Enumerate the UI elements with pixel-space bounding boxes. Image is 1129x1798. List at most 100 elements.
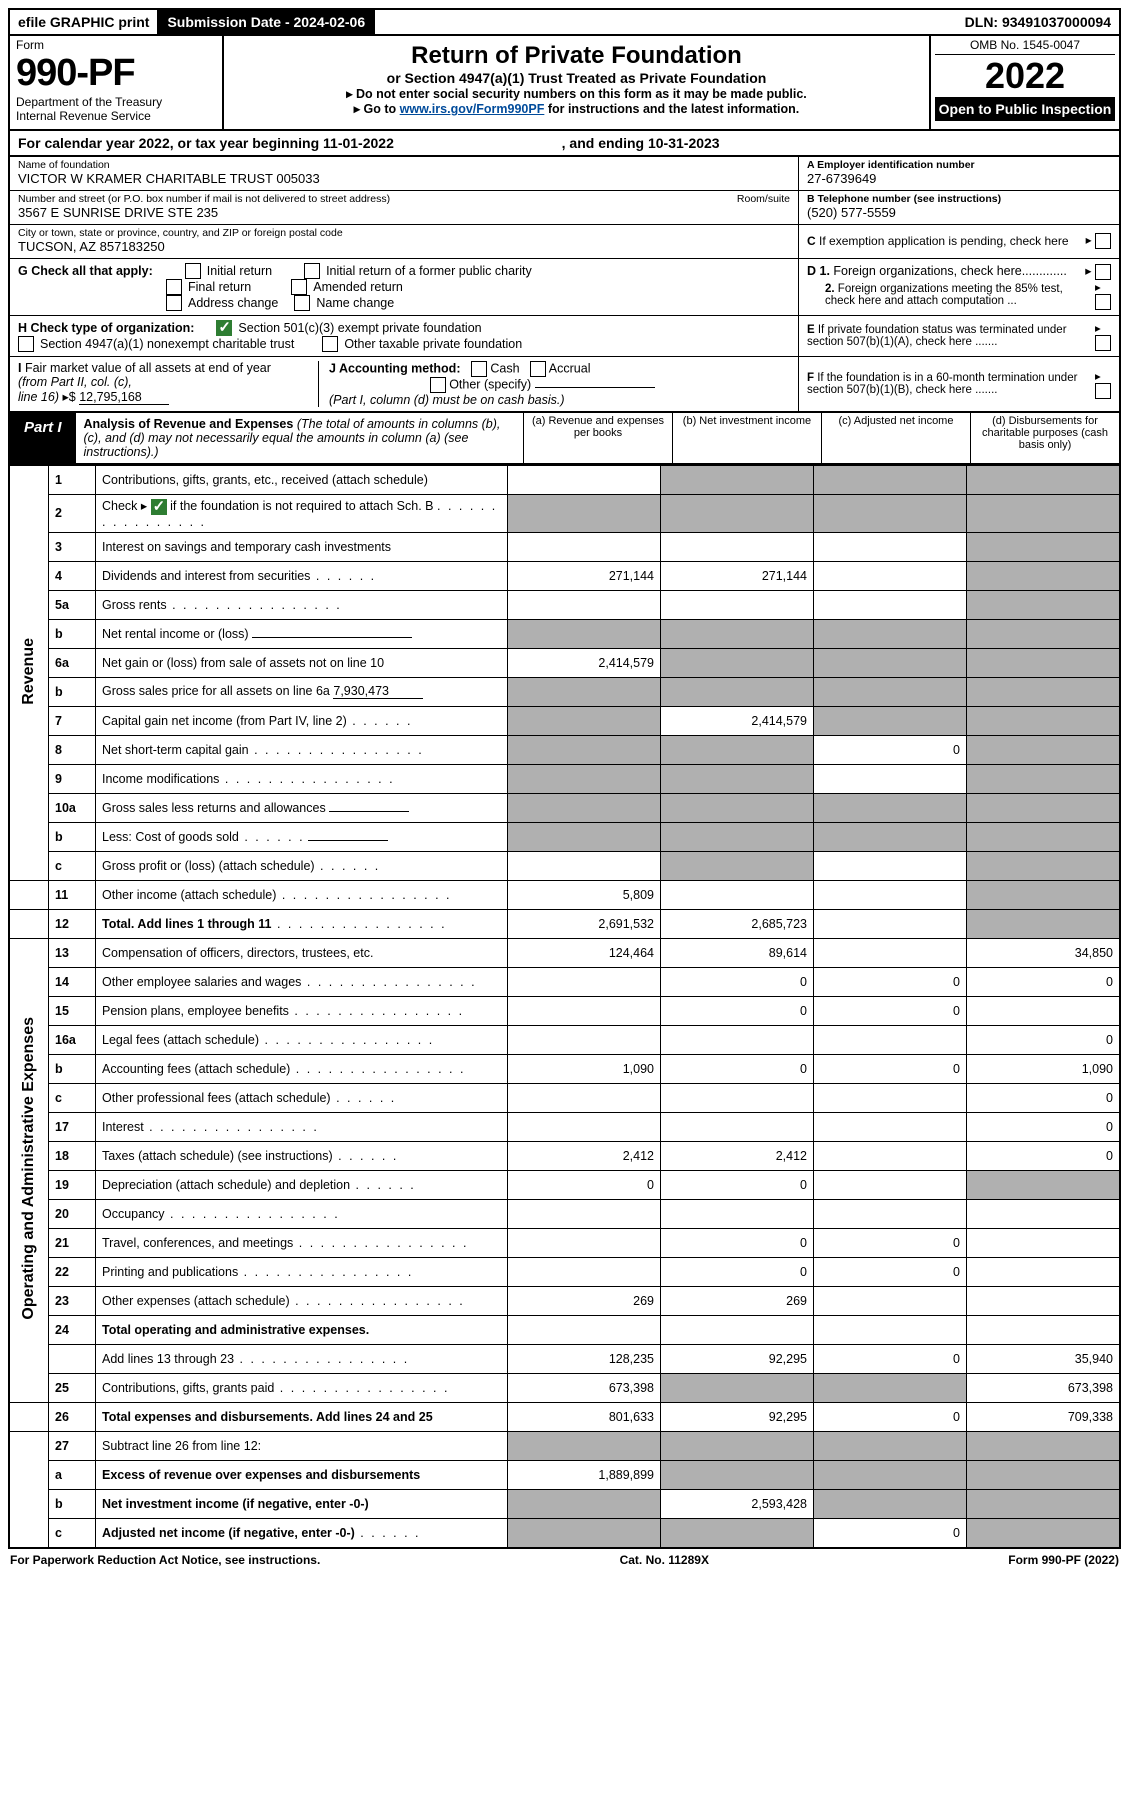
opt-initial: Initial return	[207, 264, 272, 278]
header-right: OMB No. 1545-0047 2022 Open to Public In…	[931, 36, 1119, 129]
checkbox-f[interactable]	[1095, 383, 1111, 399]
desc-13: Compensation of officers, directors, tru…	[96, 938, 508, 967]
header-left: Form 990-PF Department of the Treasury I…	[10, 36, 224, 129]
v24b: 92,295	[661, 1344, 814, 1373]
v27aa: 1,889,899	[508, 1460, 661, 1489]
row-16c: cOther professional fees (attach schedul…	[9, 1083, 1120, 1112]
checkbox-initial-former[interactable]	[304, 263, 320, 279]
checkbox-d1[interactable]	[1095, 264, 1111, 280]
tel-label: B Telephone number (see instructions)	[807, 193, 1001, 205]
desc-8: Net short-term capital gain	[102, 743, 249, 757]
v15c: 0	[814, 996, 967, 1025]
v6aa: 2,414,579	[508, 648, 661, 677]
header-mid: Return of Private Foundation or Section …	[224, 36, 931, 129]
city-cell: City or town, state or province, country…	[10, 225, 799, 259]
v16bc: 0	[814, 1054, 967, 1083]
checkbox-501c3[interactable]	[216, 320, 232, 336]
form-title: Return of Private Foundation	[230, 42, 923, 70]
v19b: 0	[661, 1170, 814, 1199]
revenue-sidelabel: Revenue	[9, 466, 49, 881]
ln-1: 1	[49, 466, 96, 495]
checkbox-address[interactable]	[166, 295, 182, 311]
row-27c: cAdjusted net income (if negative, enter…	[9, 1518, 1120, 1548]
checkbox-amended[interactable]	[291, 279, 307, 295]
v7b: 2,414,579	[661, 706, 814, 735]
addr-label: Number and street (or P.O. box number if…	[18, 193, 390, 205]
foundation-name: VICTOR W KRAMER CHARITABLE TRUST 005033	[18, 171, 790, 186]
checkbox-other-taxable[interactable]	[322, 336, 338, 352]
v13b: 89,614	[661, 938, 814, 967]
row-2: 2 Check ▸ if the foundation is not requi…	[9, 495, 1120, 533]
row-11: 11Other income (attach schedule)5,809	[9, 880, 1120, 909]
topbar: efile GRAPHIC print Submission Date - 20…	[8, 8, 1121, 36]
desc-24: Total operating and administrative expen…	[102, 1323, 369, 1337]
checkbox-schb[interactable]	[151, 499, 167, 515]
ein-value: 27-6739649	[807, 171, 1111, 186]
form-note1: ▸ Do not enter social security numbers o…	[230, 86, 923, 101]
c-cell: C C If exemption application is pending,…	[799, 225, 1119, 259]
checkbox-c[interactable]	[1095, 233, 1111, 249]
fmv-value: 12,795,168	[79, 390, 169, 405]
calbar-begin: 11-01-2022	[323, 135, 394, 151]
checkbox-cash[interactable]	[471, 361, 487, 377]
v24a: 128,235	[508, 1344, 661, 1373]
opt-other-taxable: Other taxable private foundation	[344, 337, 522, 351]
checkbox-final[interactable]	[166, 279, 182, 295]
opex-sidelabel: Operating and Administrative Expenses	[9, 938, 49, 1402]
v26a: 801,633	[508, 1402, 661, 1431]
v1a	[508, 466, 661, 495]
desc-15: Pension plans, employee benefits	[102, 1004, 289, 1018]
opt-501c3: Section 501(c)(3) exempt private foundat…	[238, 321, 481, 335]
part1-header: Part I Analysis of Revenue and Expenses …	[8, 413, 1121, 465]
row-27b: bNet investment income (if negative, ent…	[9, 1489, 1120, 1518]
checkbox-other-method[interactable]	[430, 377, 446, 393]
row-24s: Add lines 13 through 23128,23592,295035,…	[9, 1344, 1120, 1373]
note2-pre: ▸ Go to	[354, 102, 400, 116]
v22c: 0	[814, 1257, 967, 1286]
v4a: 271,144	[508, 561, 661, 590]
desc-22: Printing and publications	[102, 1265, 238, 1279]
desc-7: Capital gain net income (from Part IV, l…	[102, 714, 347, 728]
v27cc: 0	[814, 1518, 967, 1548]
col-a-head: (a) Revenue and expenses per books	[524, 413, 673, 463]
checkbox-d2[interactable]	[1095, 294, 1111, 310]
checkbox-4947[interactable]	[18, 336, 34, 352]
desc-20: Occupancy	[102, 1207, 165, 1221]
v26d: 709,338	[967, 1402, 1121, 1431]
note2-post: for instructions and the latest informat…	[548, 102, 799, 116]
desc-4: Dividends and interest from securities	[102, 569, 310, 583]
desc-25: Contributions, gifts, grants paid	[102, 1381, 274, 1395]
checkbox-initial[interactable]	[185, 263, 201, 279]
v27bb: 2,593,428	[661, 1489, 814, 1518]
desc-16c: Other professional fees (attach schedule…	[102, 1091, 331, 1105]
irs-link[interactable]: www.irs.gov/Form990PF	[400, 102, 545, 116]
v14b: 0	[661, 967, 814, 996]
opt-final: Final return	[188, 280, 251, 294]
ln-2: 2	[49, 495, 96, 533]
v13d: 34,850	[967, 938, 1121, 967]
desc-27: Subtract line 26 from line 12:	[96, 1431, 508, 1460]
d-cell: D 1. Foreign organizations, check here..…	[799, 259, 1119, 316]
name-label: Name of foundation	[18, 159, 790, 171]
checkbox-name[interactable]	[294, 295, 310, 311]
row-25: 25Contributions, gifts, grants paid673,3…	[9, 1373, 1120, 1402]
checkbox-accrual[interactable]	[530, 361, 546, 377]
desc-19: Depreciation (attach schedule) and deple…	[102, 1178, 350, 1192]
v21b: 0	[661, 1228, 814, 1257]
desc-2-pre: Check ▸	[102, 499, 151, 513]
submission-date: Submission Date - 2024-02-06	[159, 10, 375, 34]
v26b: 92,295	[661, 1402, 814, 1431]
efile-print[interactable]: efile GRAPHIC print	[10, 10, 159, 34]
calbar-mid: , and ending	[562, 135, 648, 151]
row-14: 14Other employee salaries and wages000	[9, 967, 1120, 996]
topbar-spacer	[375, 10, 957, 34]
desc-10b: Less: Cost of goods sold	[102, 830, 239, 844]
ein-cell: A Employer identification number 27-6739…	[799, 157, 1119, 191]
desc-5a: Gross rents	[102, 598, 167, 612]
desc-2-post: if the foundation is not required to att…	[170, 499, 433, 513]
v15b: 0	[661, 996, 814, 1025]
v14d: 0	[967, 967, 1121, 996]
checkbox-e[interactable]	[1095, 335, 1111, 351]
row-20: 20Occupancy	[9, 1199, 1120, 1228]
v1d	[967, 466, 1121, 495]
